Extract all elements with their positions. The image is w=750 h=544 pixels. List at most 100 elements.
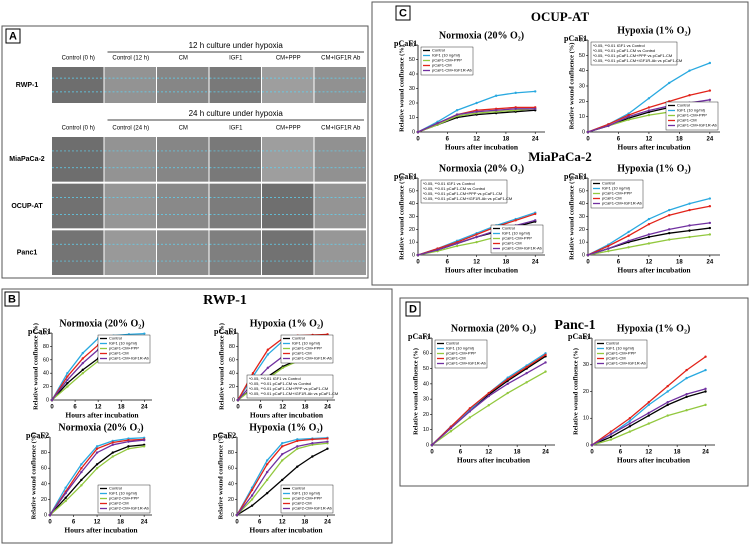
panel-label-box [405, 301, 421, 317]
chart-title: Normoxia (20% O₂) [439, 30, 524, 41]
y-tick-label: 0 [426, 442, 429, 448]
x-tick-label: 18 [302, 520, 309, 526]
data-point [525, 365, 528, 369]
data-point [81, 351, 84, 355]
data-point [506, 382, 509, 386]
data-point [668, 81, 671, 85]
data-point [236, 398, 240, 402]
y-axis-label: Relative wound confluence (%) [32, 323, 39, 410]
data-point [627, 115, 630, 118]
data-point [281, 459, 284, 462]
data-point [708, 197, 712, 200]
significance-note: *0.05, **0.01 pCaF1-CM+PPP vs pCaF1-CM [593, 53, 672, 58]
data-point [311, 438, 314, 441]
y-tick-label: 10 [579, 114, 585, 120]
data-point [66, 385, 69, 388]
data-point [666, 384, 669, 388]
legend-label: pCaF2-CM [109, 501, 129, 506]
significance-note: *0.05, **0.01 pCaF1-CM+PPP vs pCaF1-CM [249, 386, 328, 391]
data-point [647, 235, 651, 239]
y-tick-label: 60 [409, 42, 415, 48]
panel-title: OCUP-AT [531, 9, 590, 24]
x-tick-label: 24 [542, 450, 549, 456]
data-point [534, 107, 537, 111]
x-tick-label: 12 [646, 137, 653, 143]
row-label: RWP-1 [16, 82, 39, 89]
data-point [628, 419, 632, 423]
y-tick-label: 80 [229, 344, 235, 350]
y-tick-label: 50 [409, 57, 415, 63]
x-tick-label: 6 [259, 405, 263, 411]
legend-label: pCaF1-CM+IGF1R-Ab [109, 356, 150, 361]
data-point [609, 433, 613, 436]
significance-note: *0.05, **0.01 pCaF1-CM+IGF1R-Ab vs pCaF1… [249, 391, 338, 396]
data-point [95, 447, 99, 450]
data-point [708, 221, 712, 225]
x-tick-label: 24 [141, 405, 148, 411]
legend-label: Control [677, 103, 690, 108]
y-tick-label: 40 [579, 68, 585, 74]
x-tick-label: 12 [94, 520, 101, 526]
legend-label: IGF1 (10 ng/ml) [677, 108, 706, 113]
legend-label: pCaF1-CM+IGF1R-Ab [606, 361, 647, 366]
y-tick-label: 40 [423, 381, 429, 387]
x-axis-label: Hours after incubation [617, 266, 691, 275]
micrograph [314, 183, 366, 229]
micrograph [52, 183, 104, 229]
column-label: CM+IGF1R Ab [321, 126, 361, 132]
y-tick-label: 60 [423, 351, 429, 357]
x-tick-label: 0 [236, 405, 240, 411]
data-point [668, 214, 671, 217]
chart-title: Hypoxia (1% O₂) [250, 318, 324, 329]
data-point [80, 470, 83, 474]
y-tick-label: 40 [229, 371, 235, 377]
y-tick-label: 60 [229, 357, 235, 363]
y-tick-label: 0 [582, 129, 585, 135]
data-point [647, 233, 651, 236]
data-point [265, 478, 269, 482]
data-point [80, 484, 83, 487]
data-point [475, 233, 478, 236]
chart-title: Hypoxia (1% O₂) [249, 422, 323, 433]
y-tick-label: 0 [44, 512, 47, 518]
legend-label: pCaF1-CM [502, 241, 522, 246]
x-axis-label: Hours after incubation [65, 411, 139, 420]
x-axis-label: Hours after incubation [249, 526, 323, 535]
legend-label: pCaF2-CM+PPP [109, 496, 139, 501]
y-tick-label: 50 [409, 188, 415, 194]
y-tick-label: 30 [579, 214, 585, 220]
data-point [64, 486, 67, 489]
data-point [685, 395, 688, 399]
legend-label: pCaF1-CM [432, 63, 452, 68]
x-tick-label: 6 [73, 405, 77, 411]
data-point [487, 394, 490, 398]
y-tick-label: 80 [43, 344, 49, 350]
y-tick-label: 30 [423, 397, 429, 403]
panel-title: Panc-1 [554, 318, 595, 333]
data-point [66, 375, 69, 378]
data-point [704, 387, 707, 391]
data-point [688, 69, 691, 72]
legend-label: IGF1 (10 ng/ml) [606, 346, 635, 351]
data-point [455, 113, 459, 116]
chart-subtitle: pCaF1 [568, 332, 591, 341]
y-tick-label: 20 [409, 100, 415, 106]
y-tick-label: 30 [579, 83, 585, 89]
data-point [668, 231, 671, 235]
data-point [64, 491, 67, 495]
data-point [627, 246, 630, 249]
significance-note: *0.05, **0.01 IGF1 vs Control [593, 43, 645, 48]
data-point [311, 455, 314, 458]
x-tick-label: 12 [473, 137, 480, 143]
data-point [430, 443, 434, 447]
x-tick-label: 24 [532, 137, 539, 143]
data-point [64, 496, 67, 500]
y-tick-label: 40 [41, 481, 47, 487]
data-point [647, 223, 651, 226]
data-point [525, 381, 528, 384]
legend-label: IGF1 (10 ng/ml) [602, 186, 631, 191]
y-tick-label: 40 [409, 201, 415, 207]
data-point [590, 443, 594, 447]
y-tick-label: 20 [43, 384, 49, 390]
